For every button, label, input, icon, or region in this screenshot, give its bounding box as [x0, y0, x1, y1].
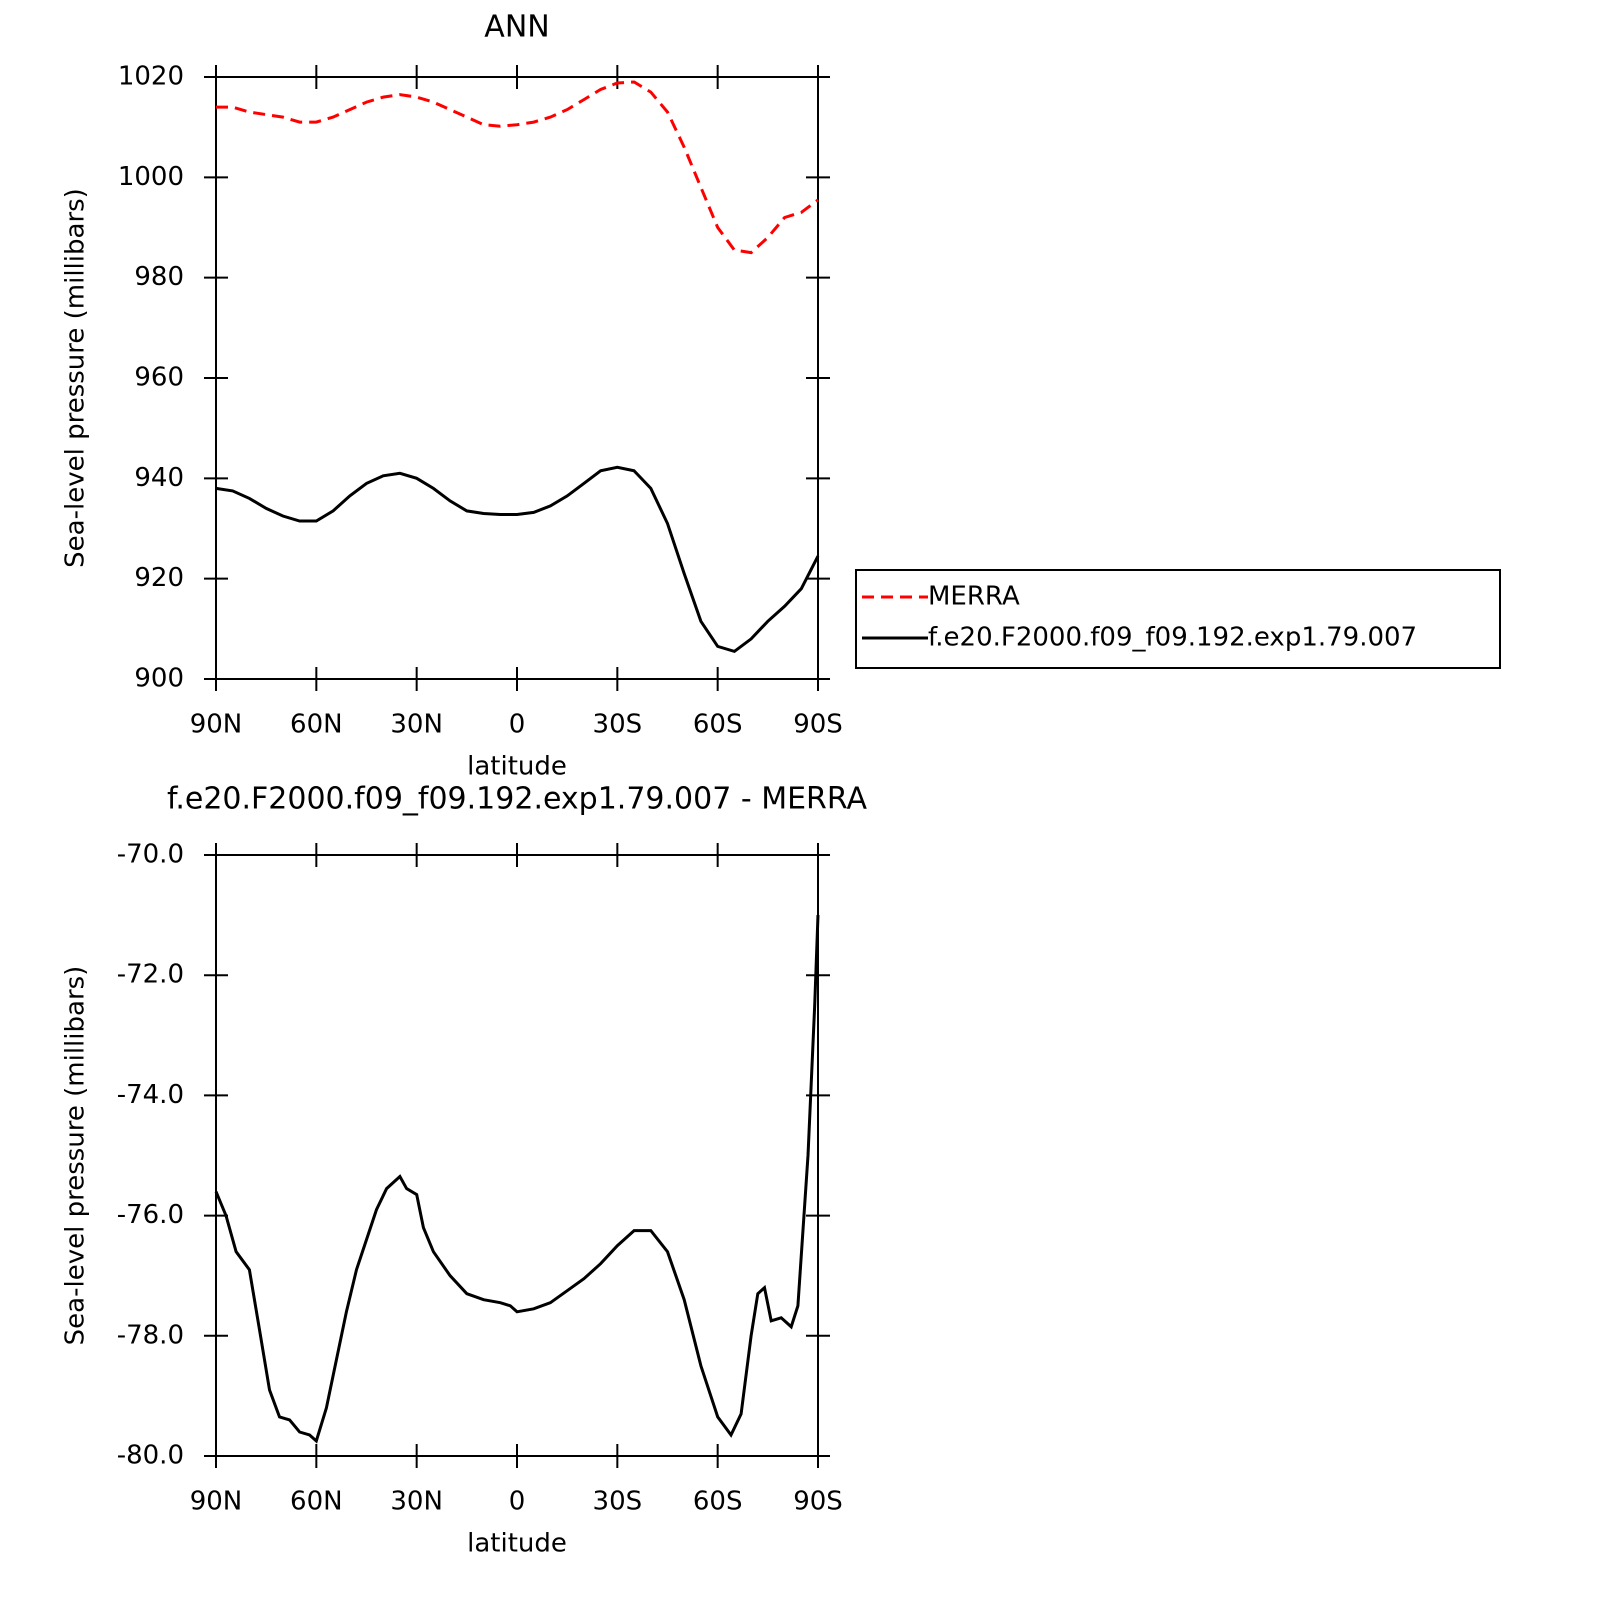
y-tick-label: -76.0 [117, 1200, 184, 1230]
x-tick-label: 0 [509, 1487, 526, 1517]
x-tick-label: 0 [509, 710, 526, 740]
plot-frame [215, 854, 819, 1457]
x-tick-label: 90S [793, 1487, 843, 1517]
legend-label: MERRA [928, 582, 1020, 612]
x-axis-label: latitude [467, 1529, 567, 1559]
x-tick-label: 30N [390, 710, 443, 740]
y-tick-label: -78.0 [117, 1320, 184, 1350]
series-line [216, 80, 819, 255]
y-tick-label: 940 [134, 463, 184, 493]
legend-label: f.e20.F2000.f09_f09.192.exp1.79.007 [928, 623, 1417, 653]
x-tick-label: 30S [593, 1487, 643, 1517]
y-tick-label: -74.0 [117, 1080, 184, 1110]
legend-box [855, 569, 1501, 669]
x-tick-label: 30S [593, 710, 643, 740]
y-axis-label: Sea-level pressure (millibars) [61, 188, 91, 568]
y-tick-label: 1000 [118, 162, 184, 192]
chart-title: f.e20.F2000.f09_f09.192.exp1.79.007 - ME… [167, 782, 868, 817]
chart-title: ANN [484, 10, 549, 45]
y-tick-label: -72.0 [117, 960, 184, 990]
y-tick-label: -70.0 [117, 840, 184, 870]
x-tick-label: 90N [190, 1487, 243, 1517]
series-line [215, 465, 820, 654]
plot-frame [215, 76, 819, 680]
y-axis-label: Sea-level pressure (millibars) [61, 966, 91, 1346]
x-tick-label: 60S [693, 710, 743, 740]
x-tick-label: 60N [290, 1487, 343, 1517]
y-tick-label: 960 [134, 363, 184, 393]
series-line [214, 915, 820, 1444]
x-tick-label: 90N [190, 710, 243, 740]
y-tick-label: 920 [134, 563, 184, 593]
y-tick-label: 1020 [118, 62, 184, 92]
x-tick-label: 60S [693, 1487, 743, 1517]
x-tick-label: 60N [290, 710, 343, 740]
y-tick-label: 900 [134, 664, 184, 694]
y-tick-label: 980 [134, 262, 184, 292]
x-tick-label: 30N [390, 1487, 443, 1517]
x-axis-label: latitude [467, 752, 567, 782]
y-tick-label: -80.0 [117, 1441, 184, 1471]
x-tick-label: 90S [793, 710, 843, 740]
